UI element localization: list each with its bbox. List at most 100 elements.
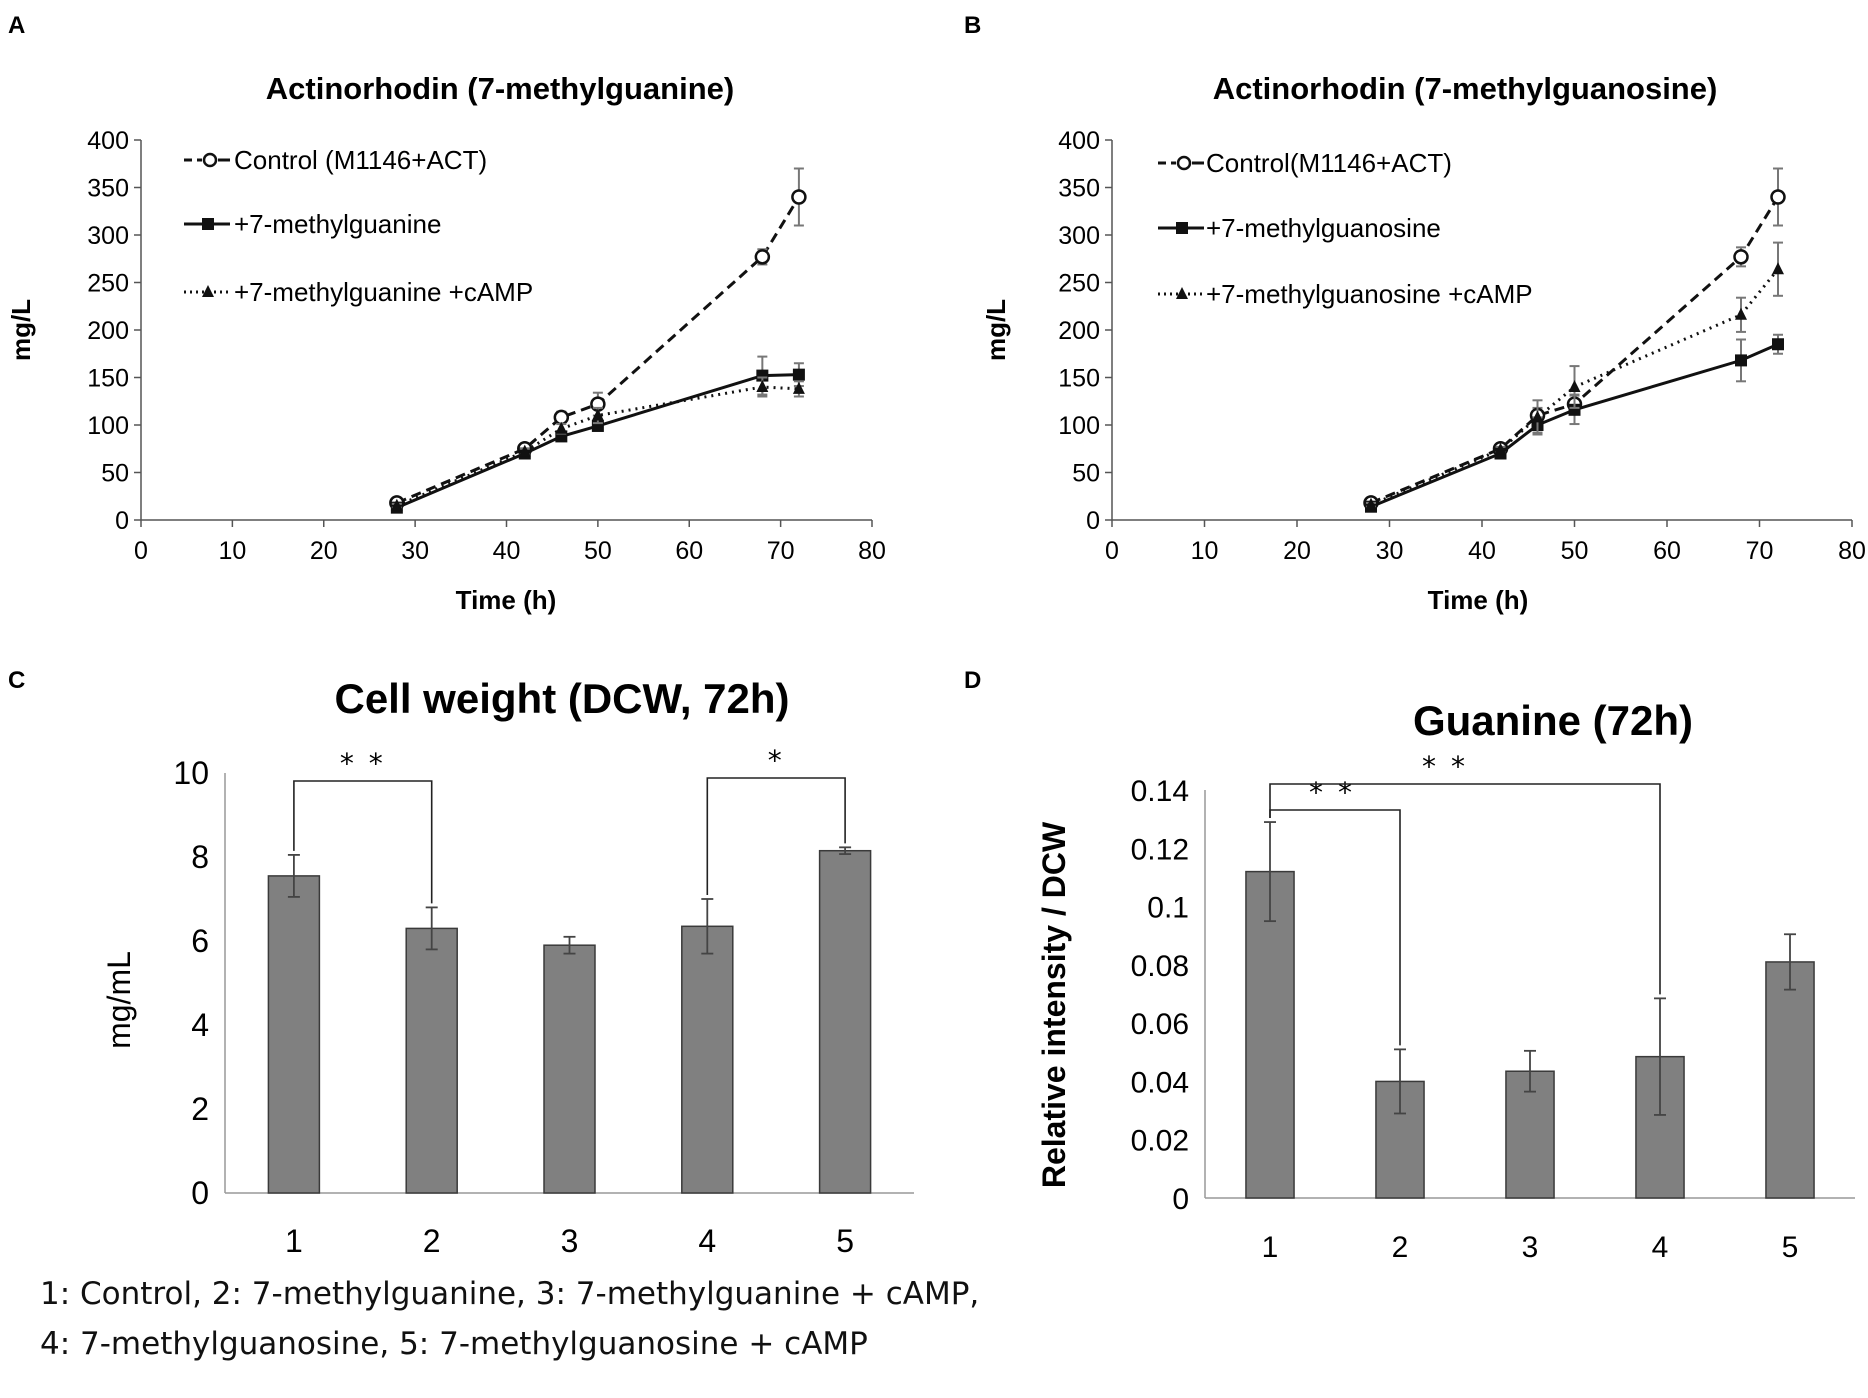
bar — [543, 944, 596, 1194]
legend-label: Control (M1146+ACT) — [234, 145, 487, 175]
x-tick-label: 4 — [1652, 1231, 1669, 1264]
panel-a-ylabel: mg/L — [6, 299, 36, 361]
x-tick-label: 30 — [401, 537, 429, 565]
x-tick-label: 10 — [1191, 537, 1219, 565]
x-tick-label: 10 — [218, 537, 246, 565]
significance-bracket — [1269, 783, 1661, 995]
x-tick-label: 5 — [836, 1223, 854, 1259]
data-point — [756, 380, 769, 392]
x-tick-label: 40 — [1468, 537, 1496, 565]
x-tick-label: 50 — [1561, 537, 1589, 565]
legend-label: +7-methylguanine — [234, 209, 441, 239]
legend-label: Control(M1146+ACT) — [1206, 148, 1452, 178]
x-tick-label: 20 — [1283, 537, 1311, 565]
y-tick-label: 300 — [87, 222, 129, 250]
y-tick-label: 150 — [87, 365, 129, 393]
data-point — [518, 444, 531, 457]
y-tick-label: 6 — [191, 923, 209, 959]
x-tick-label: 30 — [1376, 537, 1404, 565]
y-tick-label: 150 — [1058, 365, 1100, 393]
x-tick-label: 3 — [561, 1223, 579, 1259]
series-line — [1370, 196, 1780, 505]
y-tick-label: 0.14 — [1131, 775, 1189, 808]
legend-item-7-methylguanine: +7-methylguanine — [184, 209, 441, 239]
significance-bracket — [706, 777, 846, 895]
data-point — [756, 369, 769, 382]
y-tick-label: 10 — [173, 755, 209, 791]
panel-b-title: Actinorhodin (7-methylguanosine) — [1213, 71, 1718, 106]
panel-d-ylabel: Relative intensity / DCW — [1036, 821, 1072, 1188]
y-tick-label: 0 — [115, 507, 129, 535]
series-line — [1370, 342, 1779, 509]
data-point — [1568, 403, 1581, 416]
series-line — [396, 385, 799, 508]
panel-label-c: C — [8, 667, 25, 694]
panel-d-title: Guanine (72h) — [1413, 697, 1693, 744]
y-tick-label: 0 — [191, 1175, 209, 1211]
y-tick-label: 2 — [191, 1091, 209, 1127]
caption-line-2: 4: 7-methylguanosine, 5: 7-methylguanosi… — [40, 1326, 868, 1362]
x-tick-label: 70 — [1746, 537, 1774, 565]
legend-square-icon — [202, 218, 214, 230]
y-tick-label: 0.12 — [1131, 833, 1189, 866]
panel-a-axes — [140, 140, 872, 521]
panel-c-ylabel: mg/mL — [101, 951, 137, 1049]
y-tick-label: 0 — [1172, 1183, 1189, 1216]
significance-label: * * — [1422, 750, 1468, 783]
caption-line-1: 1: Control, 2: 7-methylguanine, 3: 7-met… — [40, 1276, 980, 1312]
y-tick-label: 350 — [1058, 175, 1100, 203]
data-point — [792, 368, 805, 381]
y-tick-label: 0.1 — [1147, 892, 1189, 925]
data-point — [1772, 262, 1784, 275]
bar — [405, 927, 458, 1194]
legend-item-7-methylguanosine: +7-methylguanosine — [1158, 213, 1441, 243]
y-tick-label: 0 — [1086, 507, 1100, 535]
panel-b-legend: Control(M1146+ACT) +7-methylguanosine +7… — [1158, 148, 1533, 309]
bar — [818, 849, 872, 1194]
x-tick-label: 40 — [493, 537, 521, 565]
panel-b-ylabel: mg/L — [981, 299, 1011, 361]
y-tick-label: 0.08 — [1131, 950, 1189, 983]
data-point — [1494, 442, 1507, 455]
y-tick-label: 350 — [87, 175, 129, 203]
legend-triangle-icon — [1176, 287, 1188, 299]
data-point — [555, 421, 568, 434]
legend-item-7-methylguanine-camp: +7-methylguanine +cAMP — [184, 277, 533, 307]
data-point — [1733, 249, 1749, 265]
significance-label: * * — [340, 747, 386, 780]
y-tick-label: 0.06 — [1131, 1008, 1189, 1041]
y-tick-label: 8 — [191, 839, 209, 875]
y-tick-label: 4 — [191, 1007, 209, 1043]
panel-c-title: Cell weight (DCW, 72h) — [334, 675, 789, 722]
x-tick-label: 70 — [767, 537, 795, 565]
y-tick-label: 100 — [1058, 412, 1100, 440]
panel-a-title: Actinorhodin (7-methylguanine) — [266, 71, 734, 106]
y-tick-label: 400 — [87, 127, 129, 155]
y-tick-label: 250 — [87, 270, 129, 298]
x-tick-label: 4 — [698, 1223, 716, 1259]
data-point — [390, 498, 403, 511]
data-point — [1531, 410, 1544, 423]
x-tick-label: 2 — [1392, 1231, 1409, 1264]
bar — [1245, 870, 1295, 1199]
bar — [681, 925, 734, 1194]
x-tick-label: 50 — [584, 537, 612, 565]
panel-b-plot: 0 10 20 30 40 50 60 70 80 0 50 100 150 200 250 300 350 40… — [1058, 127, 1866, 565]
data-point — [1365, 497, 1377, 510]
y-tick-label: 200 — [87, 317, 129, 345]
data-point — [1770, 189, 1786, 205]
data-point — [754, 249, 771, 265]
legend-label: +7-methylguanosine — [1206, 213, 1441, 243]
significance-bracket — [293, 780, 433, 904]
legend-square-icon — [1176, 222, 1188, 234]
panel-label-a: A — [8, 12, 25, 39]
y-tick-label: 0.02 — [1131, 1125, 1189, 1158]
x-tick-label: 80 — [1838, 537, 1866, 565]
x-tick-label: 60 — [675, 537, 703, 565]
legend-item-control: Control (M1146+ACT) — [184, 145, 487, 175]
data-point — [1772, 338, 1784, 351]
legend-open-circle-icon — [202, 152, 218, 168]
legend-item-7-methylguanosine-camp: +7-methylguanosine +cAMP — [1158, 279, 1533, 309]
panel-a-legend: Control (M1146+ACT) +7-methylguanine +7-… — [184, 145, 533, 307]
